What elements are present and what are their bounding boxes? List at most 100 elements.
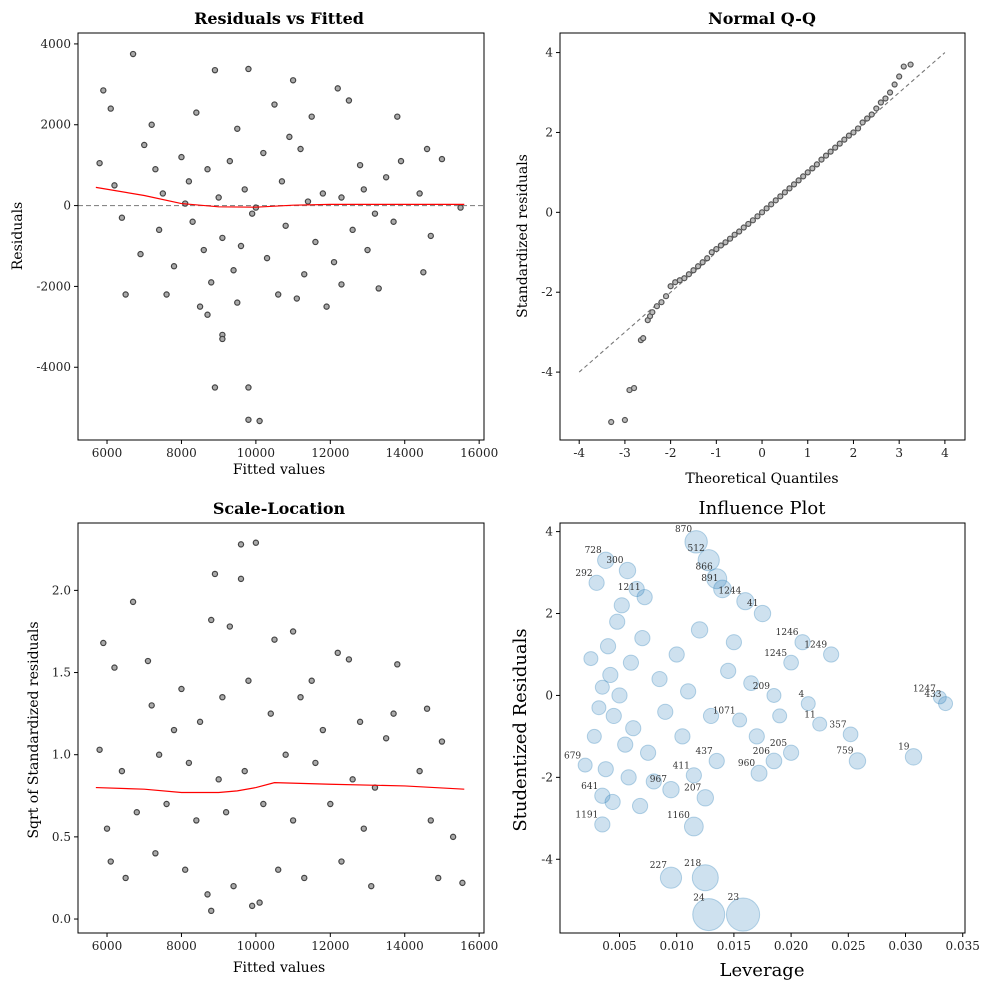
data-point	[245, 416, 252, 423]
influence-point	[783, 744, 800, 761]
data-point	[152, 166, 159, 173]
point-label: 292	[575, 569, 592, 579]
point-label: 357	[829, 721, 846, 731]
point-label: 209	[753, 682, 770, 692]
data-point	[248, 902, 256, 910]
point-label: 300	[606, 556, 623, 566]
data-point	[222, 809, 230, 816]
point-label: 1191	[575, 810, 598, 820]
influence-point	[668, 646, 685, 663]
data-point	[103, 825, 111, 832]
x-tick-label: 16000	[460, 446, 498, 460]
chart-title: Normal Q-Q	[708, 9, 816, 28]
data-point	[836, 140, 843, 147]
data-point	[349, 776, 356, 783]
data-point	[822, 152, 830, 159]
x-tick-label: 14000	[386, 446, 424, 460]
data-point	[790, 181, 798, 188]
influence-point	[594, 679, 610, 695]
data-point	[230, 267, 237, 274]
data-point	[129, 598, 137, 606]
data-point	[786, 185, 793, 192]
data-point	[289, 817, 297, 824]
data-point	[282, 222, 289, 229]
data-point	[435, 874, 442, 882]
data-point	[360, 825, 368, 832]
influence-point	[599, 638, 617, 655]
data-point	[621, 416, 629, 424]
scale-location-panel: Scale-Location Fitted values Sqrt of Sta…	[26, 499, 498, 976]
data-point	[438, 155, 446, 163]
data-point	[155, 226, 163, 234]
influence-point	[613, 597, 630, 614]
x-tick-label: 10000	[237, 939, 275, 953]
data-point	[459, 879, 466, 887]
influence-point	[725, 897, 761, 932]
data-point	[338, 858, 345, 865]
influence-point	[611, 687, 628, 704]
data-point	[219, 335, 226, 343]
data-point	[256, 417, 263, 425]
x-tick-label: 8000	[166, 446, 197, 460]
influence-point	[750, 764, 768, 782]
data-point	[382, 735, 390, 742]
data-point	[864, 115, 871, 122]
data-point	[813, 161, 820, 168]
data-point	[129, 50, 137, 58]
data-point	[219, 234, 226, 242]
influence-point	[772, 708, 788, 724]
data-point	[234, 299, 241, 306]
data-point	[312, 759, 319, 767]
x-tick-label: 0.035	[946, 939, 980, 953]
influence-point	[674, 728, 691, 745]
data-point	[763, 205, 770, 212]
data-point	[178, 153, 185, 161]
influence-point	[605, 707, 622, 725]
data-point	[681, 275, 688, 282]
influence-point	[736, 592, 755, 611]
influence-point	[680, 683, 697, 700]
point-label: 641	[581, 782, 598, 792]
data-point	[662, 293, 670, 300]
influence-point	[597, 761, 614, 778]
data-point	[204, 311, 211, 318]
x-tick-label: 12000	[311, 939, 349, 953]
point-label: 23	[728, 893, 740, 903]
data-point	[854, 125, 862, 132]
data-point	[375, 285, 382, 292]
y-tick-label: -2000	[36, 279, 71, 293]
data-point	[178, 685, 185, 693]
data-point	[275, 866, 282, 873]
chart-title: Residuals vs Fitted	[194, 9, 364, 28]
y-tick-label: 0.0	[52, 912, 71, 926]
data-point	[122, 874, 129, 882]
influence-point	[639, 744, 657, 761]
point-label: 218	[684, 859, 701, 869]
data-point	[237, 242, 245, 250]
data-point	[327, 800, 334, 808]
x-tick-label: 0.015	[717, 939, 751, 953]
point-label: 1071	[713, 707, 736, 717]
influence-point	[743, 675, 759, 692]
point-label: 433	[924, 690, 941, 700]
point-label: 512	[688, 544, 705, 554]
data-point	[278, 178, 286, 185]
y-tick-label: -2	[541, 285, 553, 299]
data-point	[608, 418, 615, 426]
influence-point	[662, 780, 680, 799]
x-axis-label: Fitted values	[233, 960, 325, 976]
influence-point	[597, 551, 615, 569]
y-tick-label: 0	[63, 199, 71, 213]
data-point	[226, 623, 234, 630]
data-point	[685, 271, 693, 278]
influence-point	[625, 720, 642, 737]
influence-point	[823, 646, 840, 663]
influence-point	[636, 589, 653, 606]
influence-point	[594, 787, 611, 804]
data-point	[308, 677, 315, 684]
y-axis-label: Residuals	[10, 202, 26, 270]
influence-point	[645, 773, 662, 790]
y-tick-label: 4000	[40, 37, 71, 51]
x-axis-label: Leverage	[720, 960, 805, 981]
